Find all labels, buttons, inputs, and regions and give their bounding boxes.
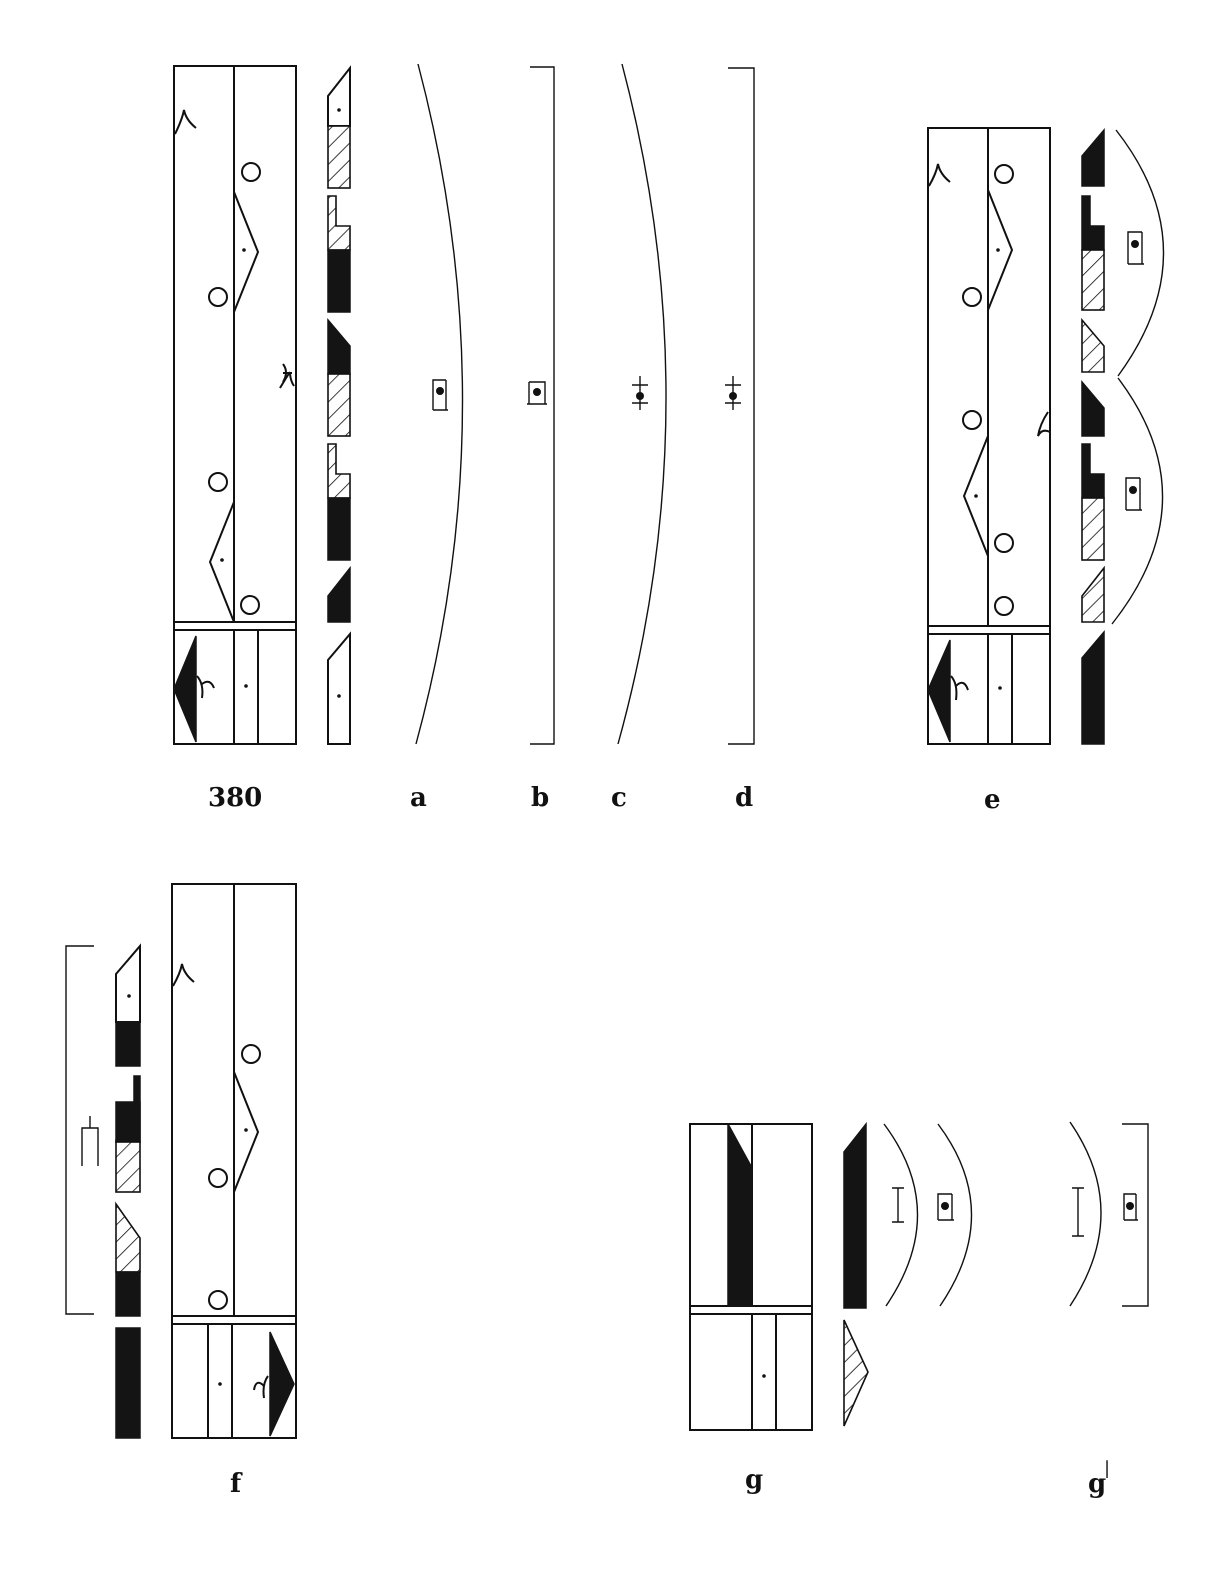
y-fork-mark xyxy=(950,675,969,701)
arc-span xyxy=(1115,129,1165,377)
y-fork-mark xyxy=(282,363,292,383)
bracket-symbol xyxy=(81,1116,99,1166)
bracket-dot-symbol xyxy=(937,1193,954,1221)
arc-span xyxy=(1069,1121,1102,1307)
circle-mark xyxy=(240,595,260,615)
label-380: 380 xyxy=(208,783,262,813)
arc-span xyxy=(937,1123,973,1307)
figure-g-profile xyxy=(843,1121,869,1427)
figure-f-strip xyxy=(171,883,297,1439)
circle-mark xyxy=(208,472,228,492)
inner-column xyxy=(751,1313,777,1431)
figure-380-profile xyxy=(327,65,351,745)
black-triangle xyxy=(173,635,197,743)
figure-c xyxy=(617,63,667,745)
figure-e-profile xyxy=(1081,127,1105,745)
y-fork-mark xyxy=(196,675,215,699)
circle-mark xyxy=(208,1290,228,1310)
chevron-triangle xyxy=(987,189,1014,311)
square-bracket-span xyxy=(65,945,94,1315)
square-bracket-span xyxy=(1122,1123,1149,1307)
y-fork-mark xyxy=(174,109,197,135)
y-fork-mark xyxy=(172,963,195,987)
figure-380-strip xyxy=(173,65,297,745)
arc-span xyxy=(617,63,667,745)
circle-mark xyxy=(994,533,1014,553)
chevron-triangle xyxy=(233,191,260,313)
circle-mark xyxy=(994,164,1014,184)
chevron-triangle xyxy=(962,435,989,557)
figure-g-strip xyxy=(689,1123,813,1431)
circle-mark xyxy=(208,1168,228,1188)
bracket-dot-symbol xyxy=(632,376,648,410)
arc-span xyxy=(883,1123,919,1307)
circle-mark xyxy=(241,162,261,182)
bracket-dot-symbol xyxy=(725,376,741,410)
figure-g-arcs xyxy=(883,1123,973,1307)
figure-a xyxy=(415,63,464,745)
figure-380 xyxy=(173,65,351,745)
square-bracket-span xyxy=(530,66,555,745)
figure-e-strip xyxy=(927,127,1051,745)
figure-f xyxy=(65,883,297,1439)
inner-column xyxy=(233,629,259,745)
square-bracket-span xyxy=(728,67,755,745)
circle-mark xyxy=(994,596,1014,616)
bracket-dot-symbol xyxy=(527,381,547,405)
chevron-triangle xyxy=(233,1071,260,1193)
label-a: a xyxy=(410,783,427,813)
arc-span xyxy=(415,63,464,745)
label-g-prime: g xyxy=(1088,1469,1106,1499)
black-triangle xyxy=(269,1331,295,1437)
circle-mark xyxy=(208,287,228,307)
circle-mark xyxy=(962,410,982,430)
i-bar-symbol xyxy=(1072,1187,1084,1237)
bracket-dot-symbol xyxy=(1125,477,1142,511)
chevron-triangle xyxy=(208,501,235,623)
label-c: c xyxy=(611,783,627,813)
circle-mark xyxy=(241,1044,261,1064)
label-b: b xyxy=(531,783,549,813)
figure-e-arcs xyxy=(1111,129,1165,625)
figure-f-profile xyxy=(115,943,141,1439)
y-fork-mark xyxy=(1037,411,1051,437)
bracket-dot-symbol xyxy=(1127,231,1144,265)
figure-e xyxy=(927,127,1165,745)
y-fork-mark xyxy=(253,1375,269,1399)
circle-mark xyxy=(962,287,982,307)
label-d: d xyxy=(735,783,753,813)
bracket-dot-symbol xyxy=(1123,1193,1138,1221)
i-bar-symbol xyxy=(892,1187,904,1223)
y-fork-mark xyxy=(928,163,951,187)
label-g: g xyxy=(745,1465,763,1495)
black-wedge xyxy=(727,1123,753,1307)
inner-column xyxy=(987,633,1013,745)
arc-span xyxy=(1111,377,1164,625)
figure-g xyxy=(689,1121,973,1431)
label-e: e xyxy=(984,785,1001,815)
figure-d xyxy=(725,67,755,745)
black-triangle xyxy=(927,639,951,743)
inner-column xyxy=(207,1323,233,1439)
label-f: f xyxy=(230,1469,243,1499)
label-g-prime-mark: | xyxy=(1104,1458,1110,1479)
figure-b xyxy=(527,66,555,745)
figure-g-prime xyxy=(1069,1121,1149,1307)
bracket-dot-symbol xyxy=(432,379,448,411)
y-fork-mark xyxy=(279,371,295,389)
